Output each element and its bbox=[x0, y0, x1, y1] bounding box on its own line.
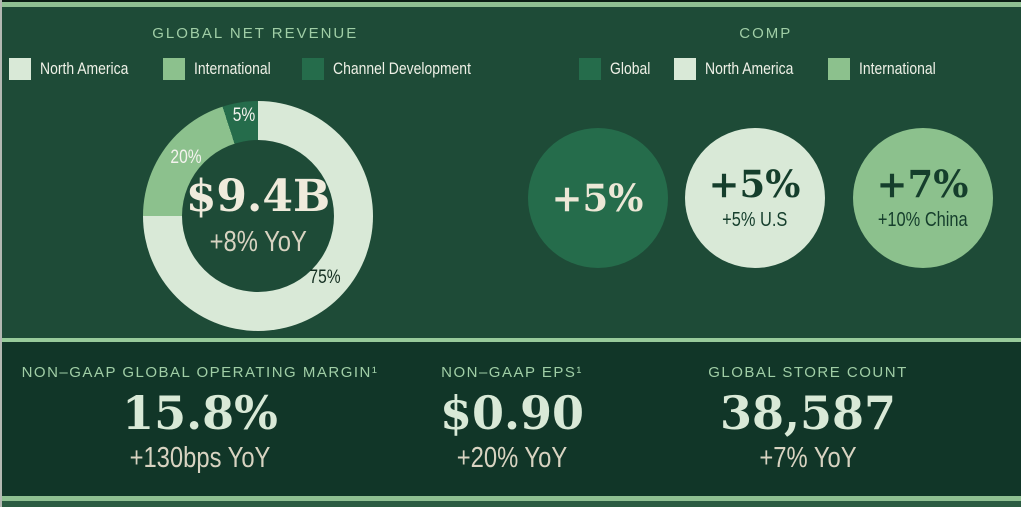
slice-label-channel-development: 5% bbox=[232, 105, 256, 126]
legend-label: North America bbox=[40, 59, 129, 78]
swatch-international bbox=[162, 58, 185, 80]
legend-item-north-america: North America bbox=[9, 58, 148, 80]
comp-circle-international: +7% +10% China bbox=[852, 128, 993, 268]
comp-value-global: +5% bbox=[551, 175, 644, 220]
kpi-section: NON–GAAP GLOBAL OPERATING MARGIN¹ 15.8% … bbox=[0, 342, 1021, 496]
revenue-yoy: +8% YoY bbox=[209, 226, 307, 258]
comp-value-international: +7% bbox=[876, 162, 969, 206]
kpi-value: 38,587 bbox=[719, 386, 897, 440]
section-divider-bar bbox=[0, 338, 1021, 342]
kpi-change: +20% YoY bbox=[456, 442, 568, 474]
legend-item-international: International bbox=[162, 58, 288, 80]
kpi-eps: NON–GAAP EPS¹ $0.90 +20% YoY bbox=[362, 342, 662, 496]
comp-title: COMP bbox=[739, 25, 793, 42]
comp-legend: Global North America International bbox=[511, 58, 1021, 80]
left-edge-line bbox=[0, 0, 2, 507]
revenue-panel: GLOBAL NET REVENUE North America Interna… bbox=[0, 7, 511, 338]
revenue-legend: North America International Channel Deve… bbox=[0, 58, 511, 80]
top-accent-bar bbox=[0, 2, 1021, 7]
swatch-north-america bbox=[674, 58, 697, 80]
top-edge-strip bbox=[0, 0, 1021, 2]
comp-sub-international: +10% China bbox=[877, 209, 968, 231]
slice-label-north-america: 75% bbox=[309, 267, 341, 288]
swatch-channel-development bbox=[302, 58, 325, 80]
comp-panel: COMP Global North America International … bbox=[511, 7, 1021, 338]
kpi-store-count: GLOBAL STORE COUNT 38,587 +7% YoY bbox=[658, 342, 958, 496]
legend-item-international: International bbox=[827, 58, 953, 80]
legend-item-north-america: North America bbox=[674, 58, 813, 80]
kpi-value: 15.8% bbox=[122, 386, 278, 440]
legend-item-global: Global bbox=[579, 58, 659, 80]
slice-label-international: 20% bbox=[170, 147, 202, 168]
comp-circle-global: +5% bbox=[527, 128, 668, 268]
donut-hole: $9.4B +8% YoY bbox=[182, 140, 334, 292]
kpi-operating-margin: NON–GAAP GLOBAL OPERATING MARGIN¹ 15.8% … bbox=[0, 342, 400, 496]
revenue-total: $9.4B bbox=[185, 171, 331, 222]
comp-circles: +5% +5% +5% U.S +7% +10% China bbox=[511, 128, 1021, 268]
kpi-label: NON–GAAP GLOBAL OPERATING MARGIN¹ bbox=[21, 364, 379, 381]
comp-sub-north-america: +5% U.S bbox=[721, 209, 788, 231]
swatch-global bbox=[579, 58, 602, 80]
swatch-north-america bbox=[9, 58, 31, 80]
legend-label: North America bbox=[705, 59, 794, 78]
revenue-donut: $9.4B +8% YoY 75% 20% 5% bbox=[143, 101, 373, 331]
kpi-value: $0.90 bbox=[439, 386, 585, 440]
legend-item-channel-development: Channel Development bbox=[302, 58, 501, 80]
legend-label: Channel Development bbox=[333, 59, 472, 78]
kpi-label: NON–GAAP EPS¹ bbox=[441, 364, 583, 381]
legend-label: International bbox=[858, 59, 936, 78]
comp-circle-north-america: +5% +5% U.S bbox=[684, 128, 825, 268]
kpi-change: +7% YoY bbox=[759, 442, 857, 474]
legend-label: International bbox=[193, 59, 271, 78]
kpi-change: +130bps YoY bbox=[129, 442, 271, 474]
charts-section: GLOBAL NET REVENUE North America Interna… bbox=[0, 7, 1021, 338]
bottom-accent-bar bbox=[0, 496, 1021, 501]
swatch-international bbox=[827, 58, 850, 80]
revenue-title: GLOBAL NET REVENUE bbox=[152, 25, 359, 42]
bottom-edge-strip bbox=[0, 501, 1021, 507]
kpi-label: GLOBAL STORE COUNT bbox=[708, 364, 908, 381]
legend-label: Global bbox=[610, 59, 651, 78]
comp-value-north-america: +5% bbox=[708, 162, 801, 206]
